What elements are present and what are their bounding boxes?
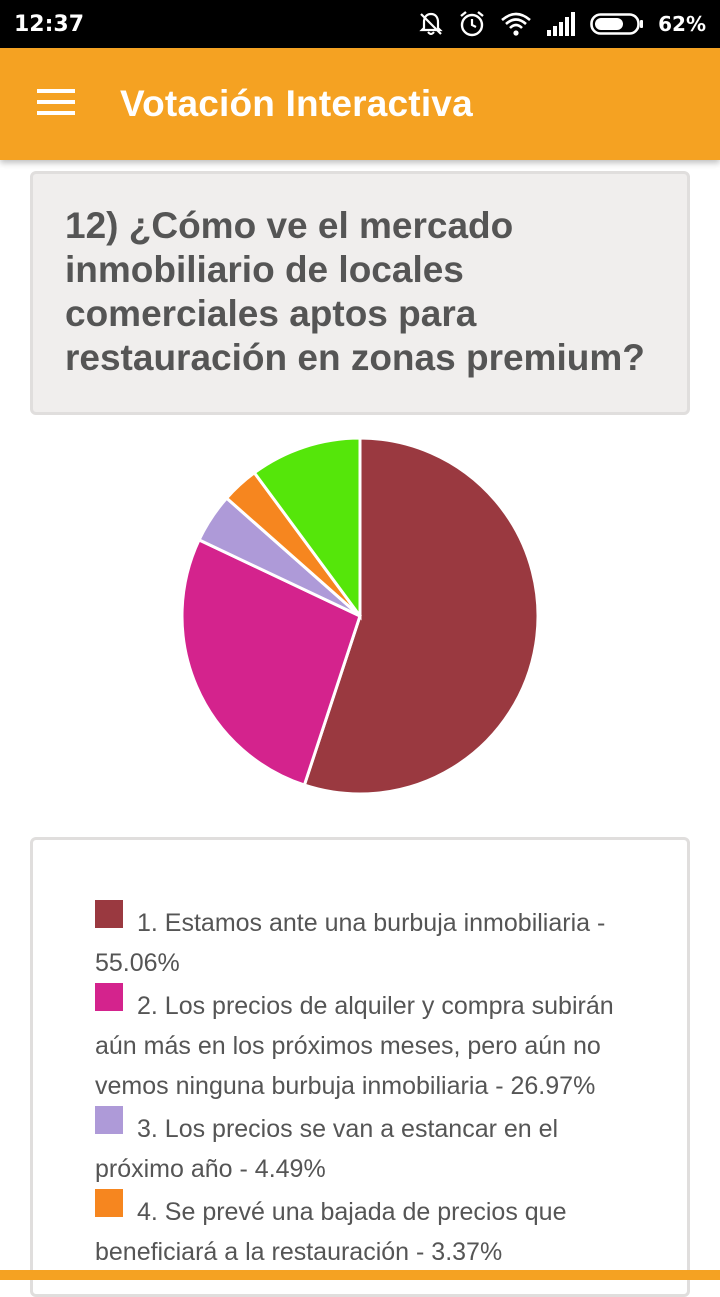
- legend-swatch: [95, 900, 123, 928]
- pie-chart: [180, 436, 540, 796]
- legend-label: 3. Los precios se van a estancar en el p…: [95, 1115, 559, 1183]
- menu-button[interactable]: [20, 68, 92, 140]
- question-text: 12) ¿Cómo ve el mercado inmobiliario de …: [65, 205, 645, 378]
- status-bar: 12:37 62%: [0, 0, 720, 48]
- signal-icon: [546, 12, 576, 36]
- bottom-accent-strip: [0, 1270, 720, 1280]
- app-title: Votación Interactiva: [120, 83, 473, 124]
- legend-item: 1. Estamos ante una burbuja inmobiliaria…: [95, 900, 647, 983]
- legend-item: 3. Los precios se van a estancar en el p…: [95, 1106, 647, 1189]
- app-bar: Votación Interactiva: [0, 48, 720, 160]
- battery-icon: [590, 12, 644, 36]
- pie-slice-1: [302, 436, 540, 796]
- status-time: 12:37: [14, 11, 85, 37]
- legend-swatch: [95, 1106, 123, 1134]
- legend-swatch: [95, 983, 123, 1011]
- legend-item: 4. Se prevé una bajada de precios que be…: [95, 1189, 647, 1272]
- wifi-icon: [500, 11, 532, 37]
- legend-item: 2. Los precios de alquiler y compra subi…: [95, 983, 647, 1106]
- legend-label: 4. Se prevé una bajada de precios que be…: [95, 1198, 567, 1266]
- question-card: 12) ¿Cómo ve el mercado inmobiliario de …: [30, 171, 690, 415]
- legend-swatch: [95, 1189, 123, 1217]
- pie-slice-2: [180, 537, 362, 787]
- battery-percentage: 62%: [658, 12, 706, 36]
- hamburger-menu-icon: [37, 88, 75, 120]
- status-icons: 62%: [418, 10, 706, 38]
- alarm-icon: [458, 10, 486, 38]
- legend-card: 1. Estamos ante una burbuja inmobiliaria…: [30, 837, 690, 1297]
- pie-slice-5: [252, 436, 362, 621]
- legend-label: 2. Los precios de alquiler y compra subi…: [95, 992, 614, 1100]
- notifications-off-icon: [418, 11, 444, 37]
- legend-label: 1. Estamos ante una burbuja inmobiliaria…: [95, 909, 606, 977]
